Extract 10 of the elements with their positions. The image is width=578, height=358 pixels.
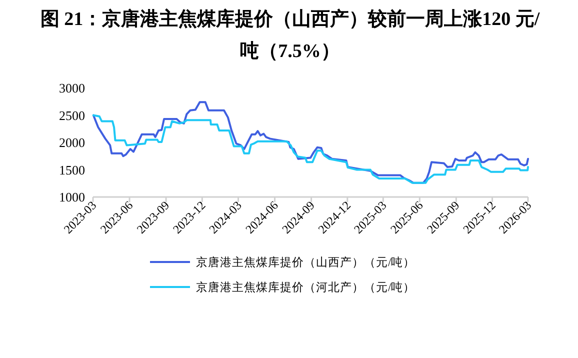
line-series <box>92 114 529 184</box>
chart-title: 图 21：京唐港主焦煤库提价（山西产）较前一周上涨120 元/吨（7.5%） <box>40 8 540 64</box>
line-series <box>92 101 529 184</box>
y-tick-label: 1500 <box>59 162 85 178</box>
legend-label: 京唐港主焦煤库提价（山西产）（元/吨） <box>196 255 416 269</box>
y-tick-label: 2500 <box>59 108 85 123</box>
y-tick-label: 1000 <box>59 190 85 204</box>
y-tick-label: 2000 <box>59 135 85 150</box>
y-tick-label: 3000 <box>59 80 85 96</box>
legend-label: 京唐港主焦煤库提价（河北产）（元/吨） <box>196 280 416 294</box>
